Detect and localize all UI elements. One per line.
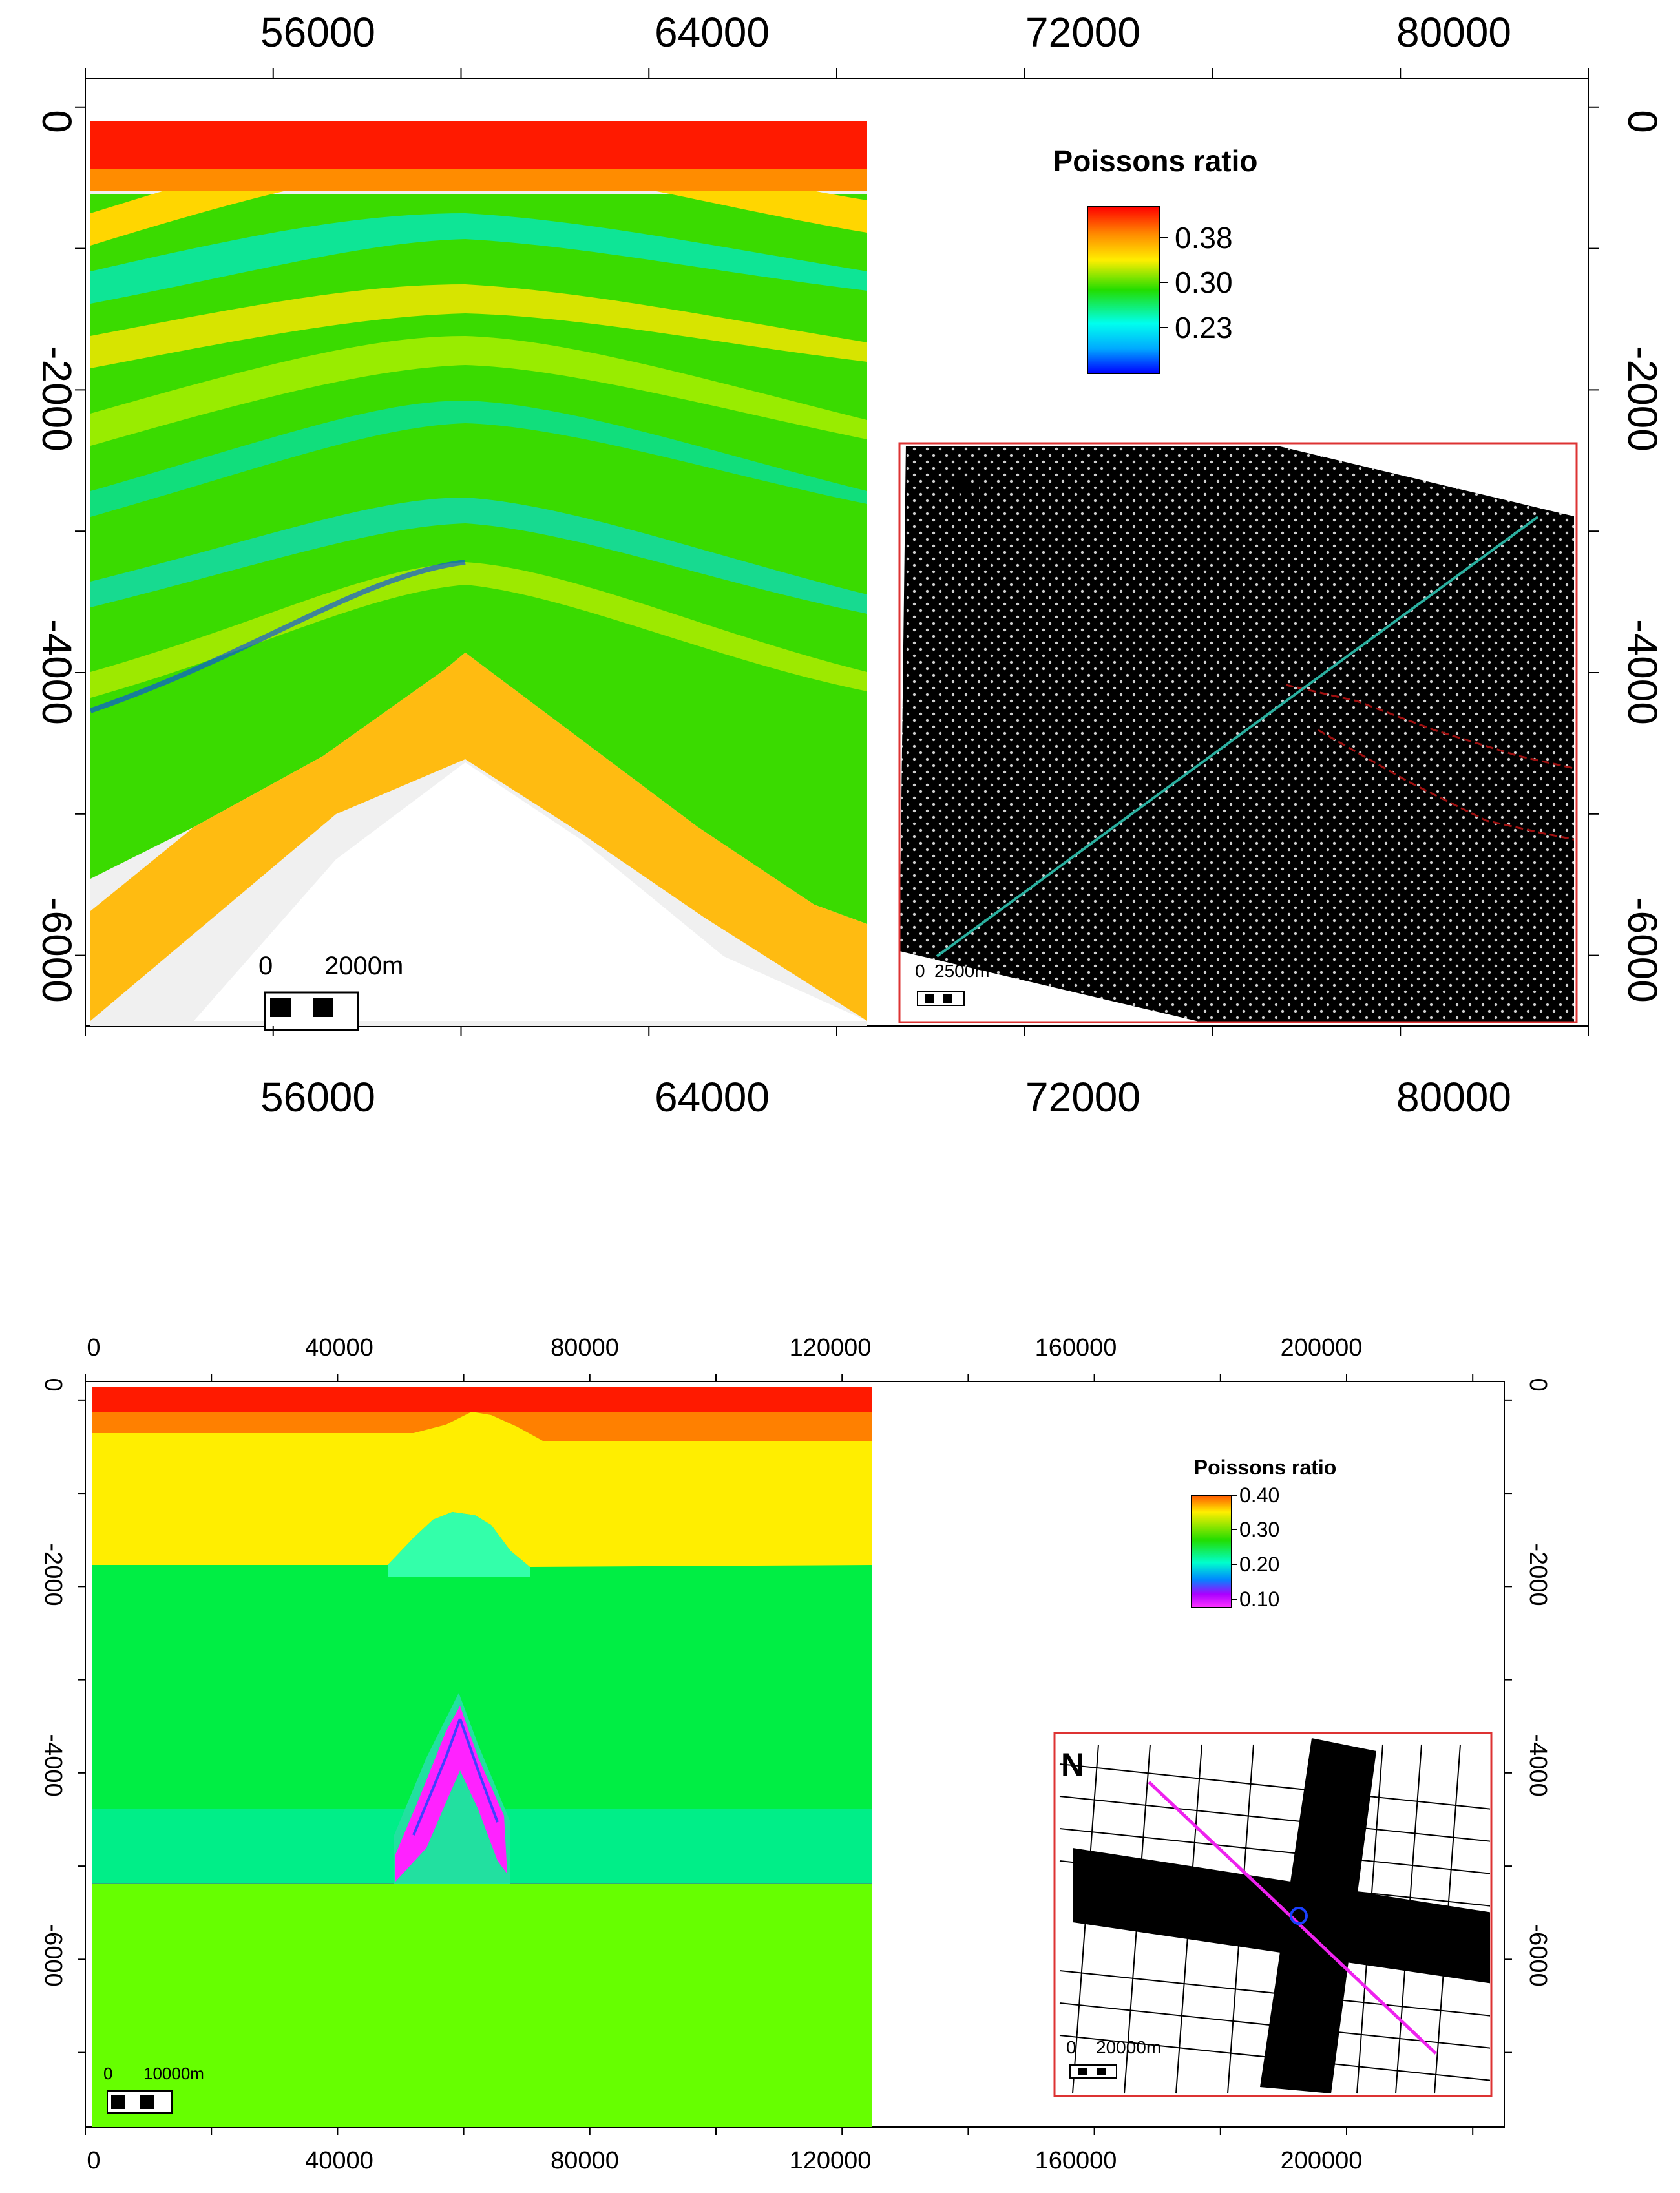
y-tick-label: -6000 [34,897,80,1003]
y-tick-label: -4000 [34,619,80,725]
top-section-image [90,121,867,1026]
y-tick-label: -2000 [34,346,80,452]
x-tick-label: 120000 [790,1334,872,1361]
colorbar-label: 0.23 [1175,311,1233,344]
colorbar [1191,1495,1232,1608]
colorbar-label: 0.30 [1175,266,1233,299]
inset-scale-zero: 0 [1066,2037,1076,2057]
top-inset-map: N 0 2500m [898,442,1578,1023]
y-tick-label: -4000 [1619,619,1666,725]
x-tick-label: 64000 [655,9,770,56]
bottom-tick-marks [78,1374,1512,2135]
bottom-figure: Poissons ratio 0.40 0.30 0.20 0.10 [39,1334,1551,2174]
x-tick-label: 0 [87,2147,100,2174]
inset-scale-bar [1069,2064,1117,2079]
x-tick-label: 80000 [551,1334,619,1361]
y-tick-label: -6000 [39,1924,67,1986]
y-tick-label: -2000 [1524,1543,1551,1606]
y-tick-label: -2000 [1619,346,1666,452]
scale-zero: 0 [103,2064,112,2083]
inset-scale-end: 20000m [1096,2037,1161,2057]
x-tick-label: 56000 [260,1074,375,1120]
bottom-y-axis-right: 0 -2000 -4000 -6000 [1524,1378,1551,1986]
x-tick-label: 80000 [1396,9,1511,56]
fault-grid: Well [1059,1738,1490,2094]
colorbar-label: 0.20 [1239,1553,1279,1576]
y-tick-label: -4000 [1524,1734,1551,1796]
x-tick-label: 80000 [1396,1074,1511,1120]
y-tick-label: 0 [1524,1378,1551,1391]
bottom-legend: Poissons ratio 0.40 0.30 0.20 0.10 [1191,1456,1337,1611]
y-tick-label: -4000 [39,1734,67,1796]
well-label: Well [1260,1925,1295,1946]
bottom-x-axis-bottom: 0 40000 80000 120000 160000 200000 [87,2147,1362,2174]
y-tick-label: 0 [39,1378,67,1391]
y-tick-label: -6000 [1619,897,1666,1003]
bottom-scale-bar: 0 10000m [103,2064,204,2114]
y-tick-label: 0 [34,110,80,133]
x-tick-label: 80000 [551,2147,619,2174]
legend-title: Poissons ratio [1194,1456,1337,1479]
top-tick-marks [75,68,1599,1036]
x-tick-label: 40000 [305,2147,373,2174]
scale-zero: 0 [258,952,273,980]
top-figure: Poissons ratio 0.38 0.30 0.23 N 0 2500m [34,9,1666,1120]
grid-area [899,446,1574,1022]
scale-end: 2000m [324,952,403,980]
x-tick-label: 200000 [1281,1334,1363,1361]
x-tick-label: 64000 [655,1074,770,1120]
inset-scale-end: 2500m [934,961,990,981]
inset-scale-bar [917,991,965,1006]
x-tick-label: 120000 [790,2147,872,2174]
top-x-axis-top: 56000 64000 72000 80000 [260,9,1511,56]
x-tick-label: 56000 [260,9,375,56]
x-tick-label: 72000 [1025,1074,1140,1120]
legend-title: Poissons ratio [1053,144,1258,178]
section-line [936,516,1539,958]
x-tick-label: 72000 [1025,9,1140,56]
top-legend: Poissons ratio 0.38 0.30 0.23 [1053,144,1258,374]
y-tick-label: -2000 [39,1543,67,1606]
bottom-x-axis-top: 0 40000 80000 120000 160000 200000 [87,1334,1362,1361]
colorbar-label: 0.30 [1239,1518,1279,1541]
bottom-inset-map: Well N 0 20000m [1053,1732,1493,2097]
x-tick-label: 160000 [1035,2147,1117,2174]
colorbar-label: 0.38 [1175,221,1233,255]
north-arrow-icon: N [1061,1747,1084,1783]
top-x-axis-bottom: 56000 64000 72000 80000 [260,1074,1511,1120]
inset-scale-zero: 0 [915,961,925,981]
top-y-axis-right: 0 -2000 -4000 -6000 [1619,110,1666,1003]
scale-end: 10000m [143,2064,204,2083]
x-tick-label: 200000 [1281,2147,1363,2174]
colorbar-label: 0.10 [1239,1588,1279,1611]
x-tick-label: 160000 [1035,1334,1117,1361]
y-tick-label: -6000 [1524,1924,1551,1986]
bottom-section-image [92,1387,872,2127]
colorbar [1087,206,1160,374]
x-tick-label: 0 [87,1334,100,1361]
top-scale-bar: 0 2000m [258,952,403,1031]
colorbar-label: 0.40 [1239,1484,1279,1507]
bottom-y-axis-left: 0 -2000 -4000 -6000 [39,1378,67,1986]
x-tick-label: 40000 [305,1334,373,1361]
north-arrow-icon: N [951,467,982,514]
y-tick-label: 0 [1619,110,1666,133]
top-y-axis-left: 0 -2000 -4000 -6000 [34,110,80,1003]
